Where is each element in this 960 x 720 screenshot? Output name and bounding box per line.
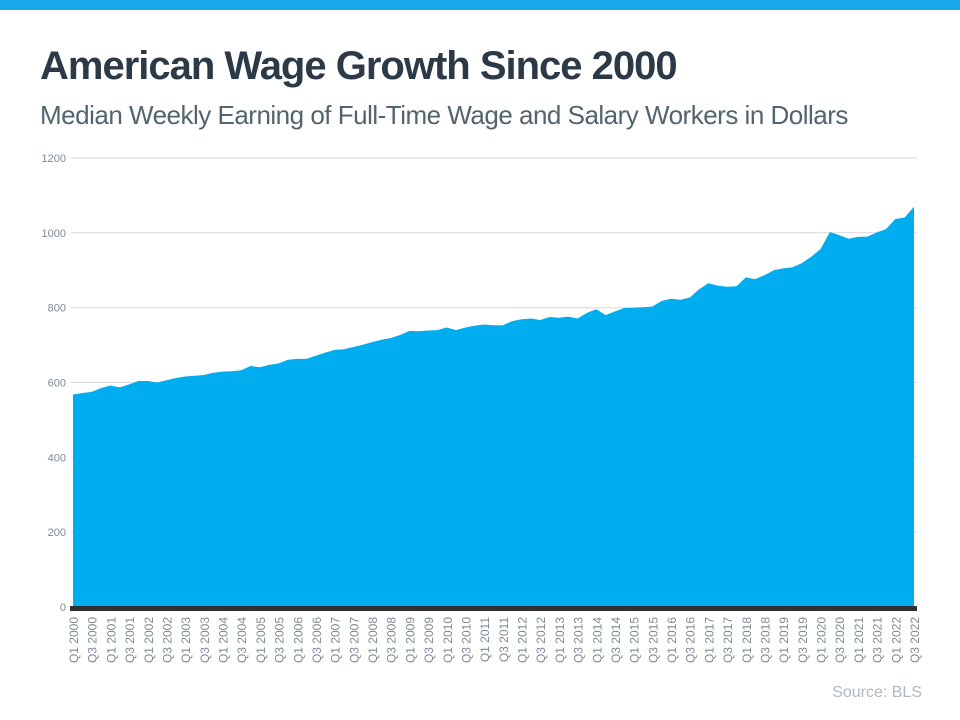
page-subtitle: Median Weekly Earning of Full-Time Wage … <box>40 100 848 130</box>
x-axis-tick-label: Q1 2006 <box>291 617 305 663</box>
x-axis-tick-label: Q1 2020 <box>815 617 829 663</box>
x-axis-tick-label: Q1 2000 <box>67 617 81 663</box>
x-axis-tick-label: Q3 2016 <box>684 617 698 663</box>
x-axis-tick-label: Q1 2022 <box>889 617 903 663</box>
x-axis-tick-label: Q3 2008 <box>385 617 399 663</box>
x-axis-tick-label: Q1 2019 <box>777 617 791 663</box>
x-axis-tick-label: Q1 2004 <box>217 617 231 663</box>
x-axis-tick-label: Q3 2003 <box>198 617 212 663</box>
page-title: American Wage Growth Since 2000 <box>40 44 678 88</box>
x-axis-tick-label: Q3 2014 <box>609 617 623 663</box>
x-axis-tick-label: Q3 2005 <box>273 617 287 663</box>
x-axis-tick-label: Q1 2021 <box>852 617 866 663</box>
x-axis-tick-label: Q1 2002 <box>142 617 156 663</box>
x-axis-tick-label: Q1 2014 <box>590 617 604 663</box>
x-axis-tick-label: Q3 2001 <box>123 617 137 663</box>
x-axis-tick-label: Q1 2010 <box>441 617 455 663</box>
y-axis-tick-label: 1200 <box>42 153 66 165</box>
x-axis-tick-label: Q3 2006 <box>310 617 324 663</box>
x-axis-tick-label: Q3 2021 <box>871 617 885 663</box>
x-axis-tick-label: Q1 2012 <box>516 617 530 663</box>
x-axis-tick-label: Q3 2022 <box>908 617 922 663</box>
y-axis-labels: 0 200 400 600 800 1000 1200 <box>42 153 66 614</box>
x-axis-tick-label: Q3 2020 <box>833 617 847 663</box>
source-caption: Source: BLS <box>832 684 922 701</box>
x-axis-tick-label: Q3 2017 <box>721 617 735 663</box>
top-accent-bar <box>0 0 960 10</box>
x-axis-tick-label: Q3 2010 <box>460 617 474 663</box>
x-axis-tick-label: Q1 2008 <box>366 617 380 663</box>
area-series <box>73 206 914 607</box>
y-axis-tick-label: 400 <box>48 452 66 464</box>
x-axis-tick-label: Q1 2011 <box>478 617 492 662</box>
x-axis-tick-label: Q1 2001 <box>104 617 118 663</box>
x-axis-tick-label: Q1 2007 <box>329 617 343 663</box>
x-axis-tick-label: Q3 2013 <box>572 617 586 663</box>
y-axis-tick-label: 1000 <box>42 228 66 240</box>
x-axis-tick-label: Q3 2018 <box>759 617 773 663</box>
x-axis-tick-label: Q1 2017 <box>702 617 716 663</box>
y-axis-tick-label: 800 <box>48 303 66 315</box>
x-axis-tick-label: Q1 2018 <box>740 617 754 663</box>
x-axis-labels: Q1 2000 Q3 2000 Q1 2001 Q3 2001 Q1 2002 Q3 20… <box>67 617 922 663</box>
x-axis-tick-label: Q1 2009 <box>403 617 417 663</box>
x-axis-tick-label: Q3 2007 <box>347 617 361 663</box>
x-axis-tick-label: Q1 2015 <box>628 617 642 663</box>
x-axis-tick-label: Q3 2012 <box>534 617 548 663</box>
x-axis-line <box>70 606 917 611</box>
x-axis-tick-label: Q3 2011 <box>497 617 511 662</box>
y-axis-tick-label: 0 <box>60 602 66 614</box>
x-axis-tick-label: Q1 2003 <box>179 617 193 663</box>
y-axis-tick-label: 200 <box>48 527 66 539</box>
x-axis-tick-label: Q3 2002 <box>160 617 174 663</box>
y-axis-tick-label: 600 <box>48 378 66 390</box>
x-axis-tick-label: Q3 2019 <box>796 617 810 663</box>
x-axis-tick-label: Q3 2015 <box>646 617 660 663</box>
x-axis-tick-label: Q1 2016 <box>665 617 679 663</box>
x-axis-tick-label: Q1 2013 <box>553 617 567 663</box>
x-axis-tick-label: Q1 2005 <box>254 617 268 663</box>
x-axis-tick-label: Q3 2000 <box>86 617 100 663</box>
x-axis-tick-label: Q3 2004 <box>235 617 249 663</box>
x-axis-tick-label: Q3 2009 <box>422 617 436 663</box>
